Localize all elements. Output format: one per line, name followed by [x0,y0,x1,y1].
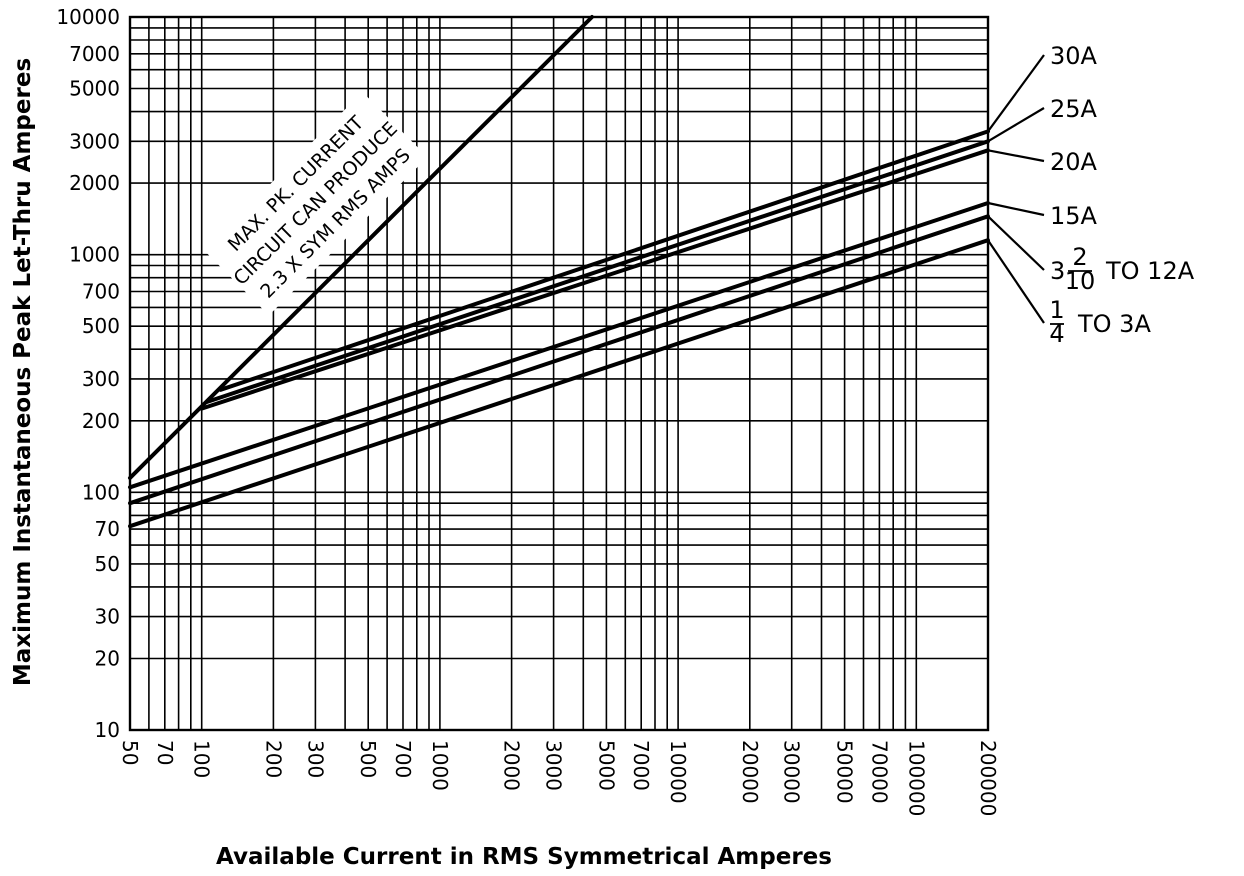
series-lines [128,15,990,529]
series-line [204,139,990,404]
x-tick-label: 20000 [738,740,762,804]
leader-line [987,54,1045,133]
x-tick-label: 200 [261,740,285,778]
series-label-numerator: 2 [1072,243,1087,271]
x-tick-label: 500 [356,740,380,778]
annotation-backing [203,92,428,316]
x-tick-label: 100000 [904,740,928,816]
x-tick-label: 50 [118,740,142,765]
leader-line [987,149,1045,163]
x-tick-label: 7000 [629,740,653,791]
series-label: 30A [1050,42,1098,70]
y-tick-label: 20 [95,647,120,671]
series-label: 15A [1050,202,1098,230]
x-tick-label: 70000 [867,740,891,804]
series-label-denominator: 10 [1065,267,1096,295]
y-tick-label: 50 [95,552,120,576]
x-tick-label: 30000 [780,740,804,804]
x-tick-label: 70 [153,740,177,765]
series-line [128,238,990,529]
series-label-numerator: 1 [1049,296,1064,324]
leader-line [987,107,1045,143]
leader-line [987,239,1045,324]
series-labels: 30A 25A 20A 15A 3 210 TO 12A 14 TO 3A [987,42,1195,348]
y-tick-label: 1000 [69,243,120,267]
y-tick-label: 10000 [56,5,120,29]
y-tick-label: 500 [82,314,120,338]
x-tick-label: 700 [391,740,415,778]
x-tick-label: 300 [303,740,327,778]
grid [128,15,990,732]
series-label-whole: 3 [1050,257,1065,285]
series-line [128,214,990,506]
x-axis-title: Available Current in RMS Symmetrical Amp… [216,844,832,870]
series-label-text: TO 12A [1105,257,1195,285]
y-tick-label: 200 [82,409,120,433]
series-label: 25A [1050,95,1098,123]
x-tick-label: 5000 [594,740,618,791]
y-tick-labels: 10 20 30 50 70 100 200 300 500 700 1000 2000 3000 500… [56,5,120,742]
y-axis-title: Maximum Instantaneous Peak Let-Thru Ampe… [10,58,36,686]
y-tick-label: 30 [95,605,120,629]
plot-frame [128,15,990,732]
x-tick-label: 100 [190,740,214,778]
y-tick-label: 100 [82,480,120,504]
series-line [199,148,990,411]
leader-line [987,201,1045,217]
y-tick-label: 5000 [69,77,120,101]
y-tick-label: 300 [82,367,120,391]
y-tick-label: 3000 [69,129,120,153]
y-tick-label: 10 [95,718,120,742]
series-label-text: TO 3A [1077,310,1151,338]
x-tick-label: 10000 [666,740,690,804]
y-tick-label: 2000 [69,171,120,195]
series-line [128,201,990,490]
x-tick-label: 1000 [428,740,452,791]
y-tick-label: 700 [82,280,120,304]
leader-line [987,215,1045,271]
x-tick-label: 2000 [500,740,524,791]
series-line [218,129,990,392]
y-tick-label: 7000 [69,42,120,66]
x-tick-label: 3000 [542,740,566,791]
series-label: 20A [1050,148,1098,176]
x-tick-labels: 50 70 100 200 300 500 700 1000 2000 3000 5000 7000 1… [118,740,1000,816]
x-tick-label: 200000 [976,740,1000,816]
x-tick-label: 50000 [833,740,857,804]
series-label-denominator: 4 [1049,320,1064,348]
y-tick-label: 70 [95,517,120,541]
